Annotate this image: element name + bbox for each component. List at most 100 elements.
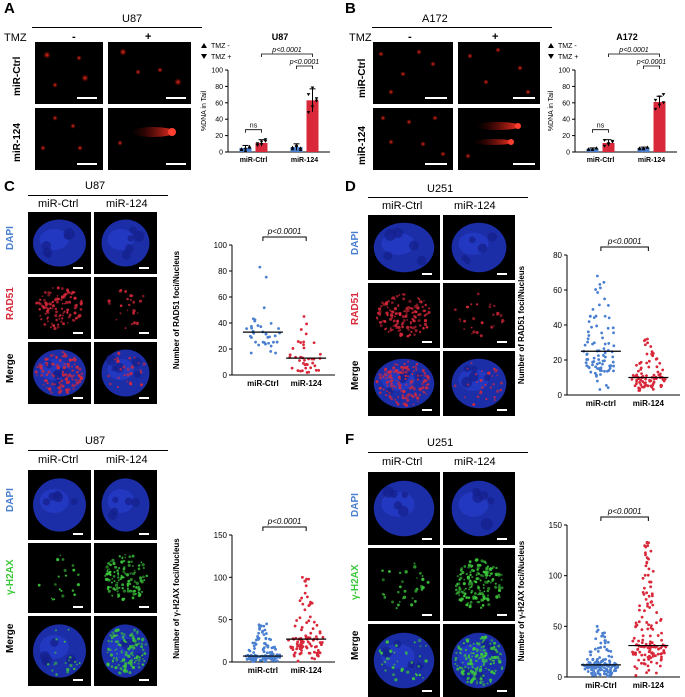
data-point xyxy=(646,664,650,668)
data-point xyxy=(646,604,649,608)
data-point xyxy=(635,379,638,383)
x-tick-label: miR-ctrl xyxy=(586,399,616,408)
data-point xyxy=(637,620,641,624)
data-point xyxy=(260,658,264,662)
data-point xyxy=(275,340,279,344)
data-point xyxy=(638,608,641,612)
data-point xyxy=(603,369,606,373)
data-point xyxy=(264,332,268,336)
data-point xyxy=(598,286,602,290)
significance-bracket xyxy=(262,526,307,531)
significance-bracket xyxy=(643,65,660,69)
y-tick-label: 150 xyxy=(214,531,228,540)
y-tick-label: 60 xyxy=(553,286,562,295)
y-tick-label: 0 xyxy=(558,391,563,400)
panel-c-col-2: miR-124 xyxy=(106,198,148,210)
data-point xyxy=(634,674,638,677)
y-tick-label: 60 xyxy=(215,100,223,107)
data-point xyxy=(315,623,319,627)
panel-d-label: D xyxy=(345,178,356,195)
data-point xyxy=(633,665,637,669)
data-point xyxy=(587,334,591,337)
data-point xyxy=(260,630,264,634)
y-tick-label: 40 xyxy=(553,321,562,330)
data-point xyxy=(596,650,600,653)
data-point xyxy=(586,340,589,344)
panel-f-row-h2ax: γ-H2AX xyxy=(350,564,361,600)
y-tick-label: 60 xyxy=(562,100,570,107)
data-point xyxy=(655,357,659,361)
data-point xyxy=(601,659,605,663)
data-point xyxy=(591,308,595,311)
data-point xyxy=(310,656,314,660)
panel-c-col-1: miR-Ctrl xyxy=(38,198,79,210)
data-point xyxy=(277,327,280,330)
data-point xyxy=(594,288,598,291)
panel-a-comet-image xyxy=(108,108,191,170)
data-point xyxy=(259,325,263,329)
data-point xyxy=(271,646,275,649)
panel-b-cell-line: A172 xyxy=(422,13,448,25)
data-point xyxy=(645,671,648,675)
data-point xyxy=(612,369,615,373)
data-point xyxy=(613,668,617,672)
data-point xyxy=(596,628,600,632)
panel-b-chart: A172 TMZ - TMZ + 0 20 40 60 80 100 %DNA in Tail mi… xyxy=(548,32,677,164)
panel-f-row-merge: Merge xyxy=(350,630,361,660)
data-point xyxy=(595,362,599,366)
data-point xyxy=(654,671,658,675)
data-point xyxy=(601,336,604,340)
panel-b-row-mirctrl: miR-Ctrl xyxy=(357,58,368,98)
data-point xyxy=(602,672,606,676)
data-point xyxy=(265,622,269,626)
data-point xyxy=(649,656,653,660)
data-point xyxy=(239,147,244,151)
data-point xyxy=(253,641,257,645)
data-point xyxy=(657,95,662,99)
data-point xyxy=(646,627,650,631)
data-point xyxy=(308,642,312,646)
data-point xyxy=(308,615,312,619)
data-point xyxy=(602,669,606,673)
data-point xyxy=(644,381,647,385)
panel-a-row-mirctrl: miR-Ctrl xyxy=(12,56,23,96)
data-point xyxy=(304,584,308,588)
panel-d-col-2: miR-124 xyxy=(454,200,496,212)
data-point xyxy=(300,369,304,373)
data-point xyxy=(609,673,613,677)
data-point xyxy=(603,342,607,346)
data-point xyxy=(586,670,590,673)
data-point xyxy=(594,314,598,318)
legend-label: TMZ - xyxy=(211,43,230,50)
data-point xyxy=(298,616,302,620)
data-point xyxy=(302,315,306,318)
data-point xyxy=(645,361,649,365)
scale-bar xyxy=(139,397,149,399)
data-point xyxy=(254,340,257,344)
panel-f-header-line xyxy=(368,452,528,453)
data-point xyxy=(650,594,654,598)
x-tick-label: miR-Ctrl xyxy=(240,157,268,164)
data-point xyxy=(262,624,266,628)
data-point xyxy=(268,651,272,654)
significance-label: p<0.0001 xyxy=(289,59,319,66)
data-point xyxy=(274,351,277,355)
panel-a-comet-image xyxy=(108,42,191,104)
data-point xyxy=(653,98,658,102)
data-point xyxy=(602,139,607,143)
data-point xyxy=(247,145,252,149)
data-point xyxy=(640,661,643,665)
data-point xyxy=(603,314,607,318)
panel-b-comet-image xyxy=(458,42,540,104)
data-point xyxy=(651,384,654,387)
y-tick-label: 100 xyxy=(558,68,570,75)
data-point xyxy=(610,655,614,659)
data-point xyxy=(596,670,600,673)
panel-b-col-minus: - xyxy=(408,31,412,43)
panel-e-cell-line: U87 xyxy=(85,435,106,447)
scale-bar xyxy=(513,97,535,99)
data-point xyxy=(590,325,593,329)
data-point xyxy=(649,640,652,644)
data-point xyxy=(647,567,651,571)
data-point xyxy=(600,331,604,335)
